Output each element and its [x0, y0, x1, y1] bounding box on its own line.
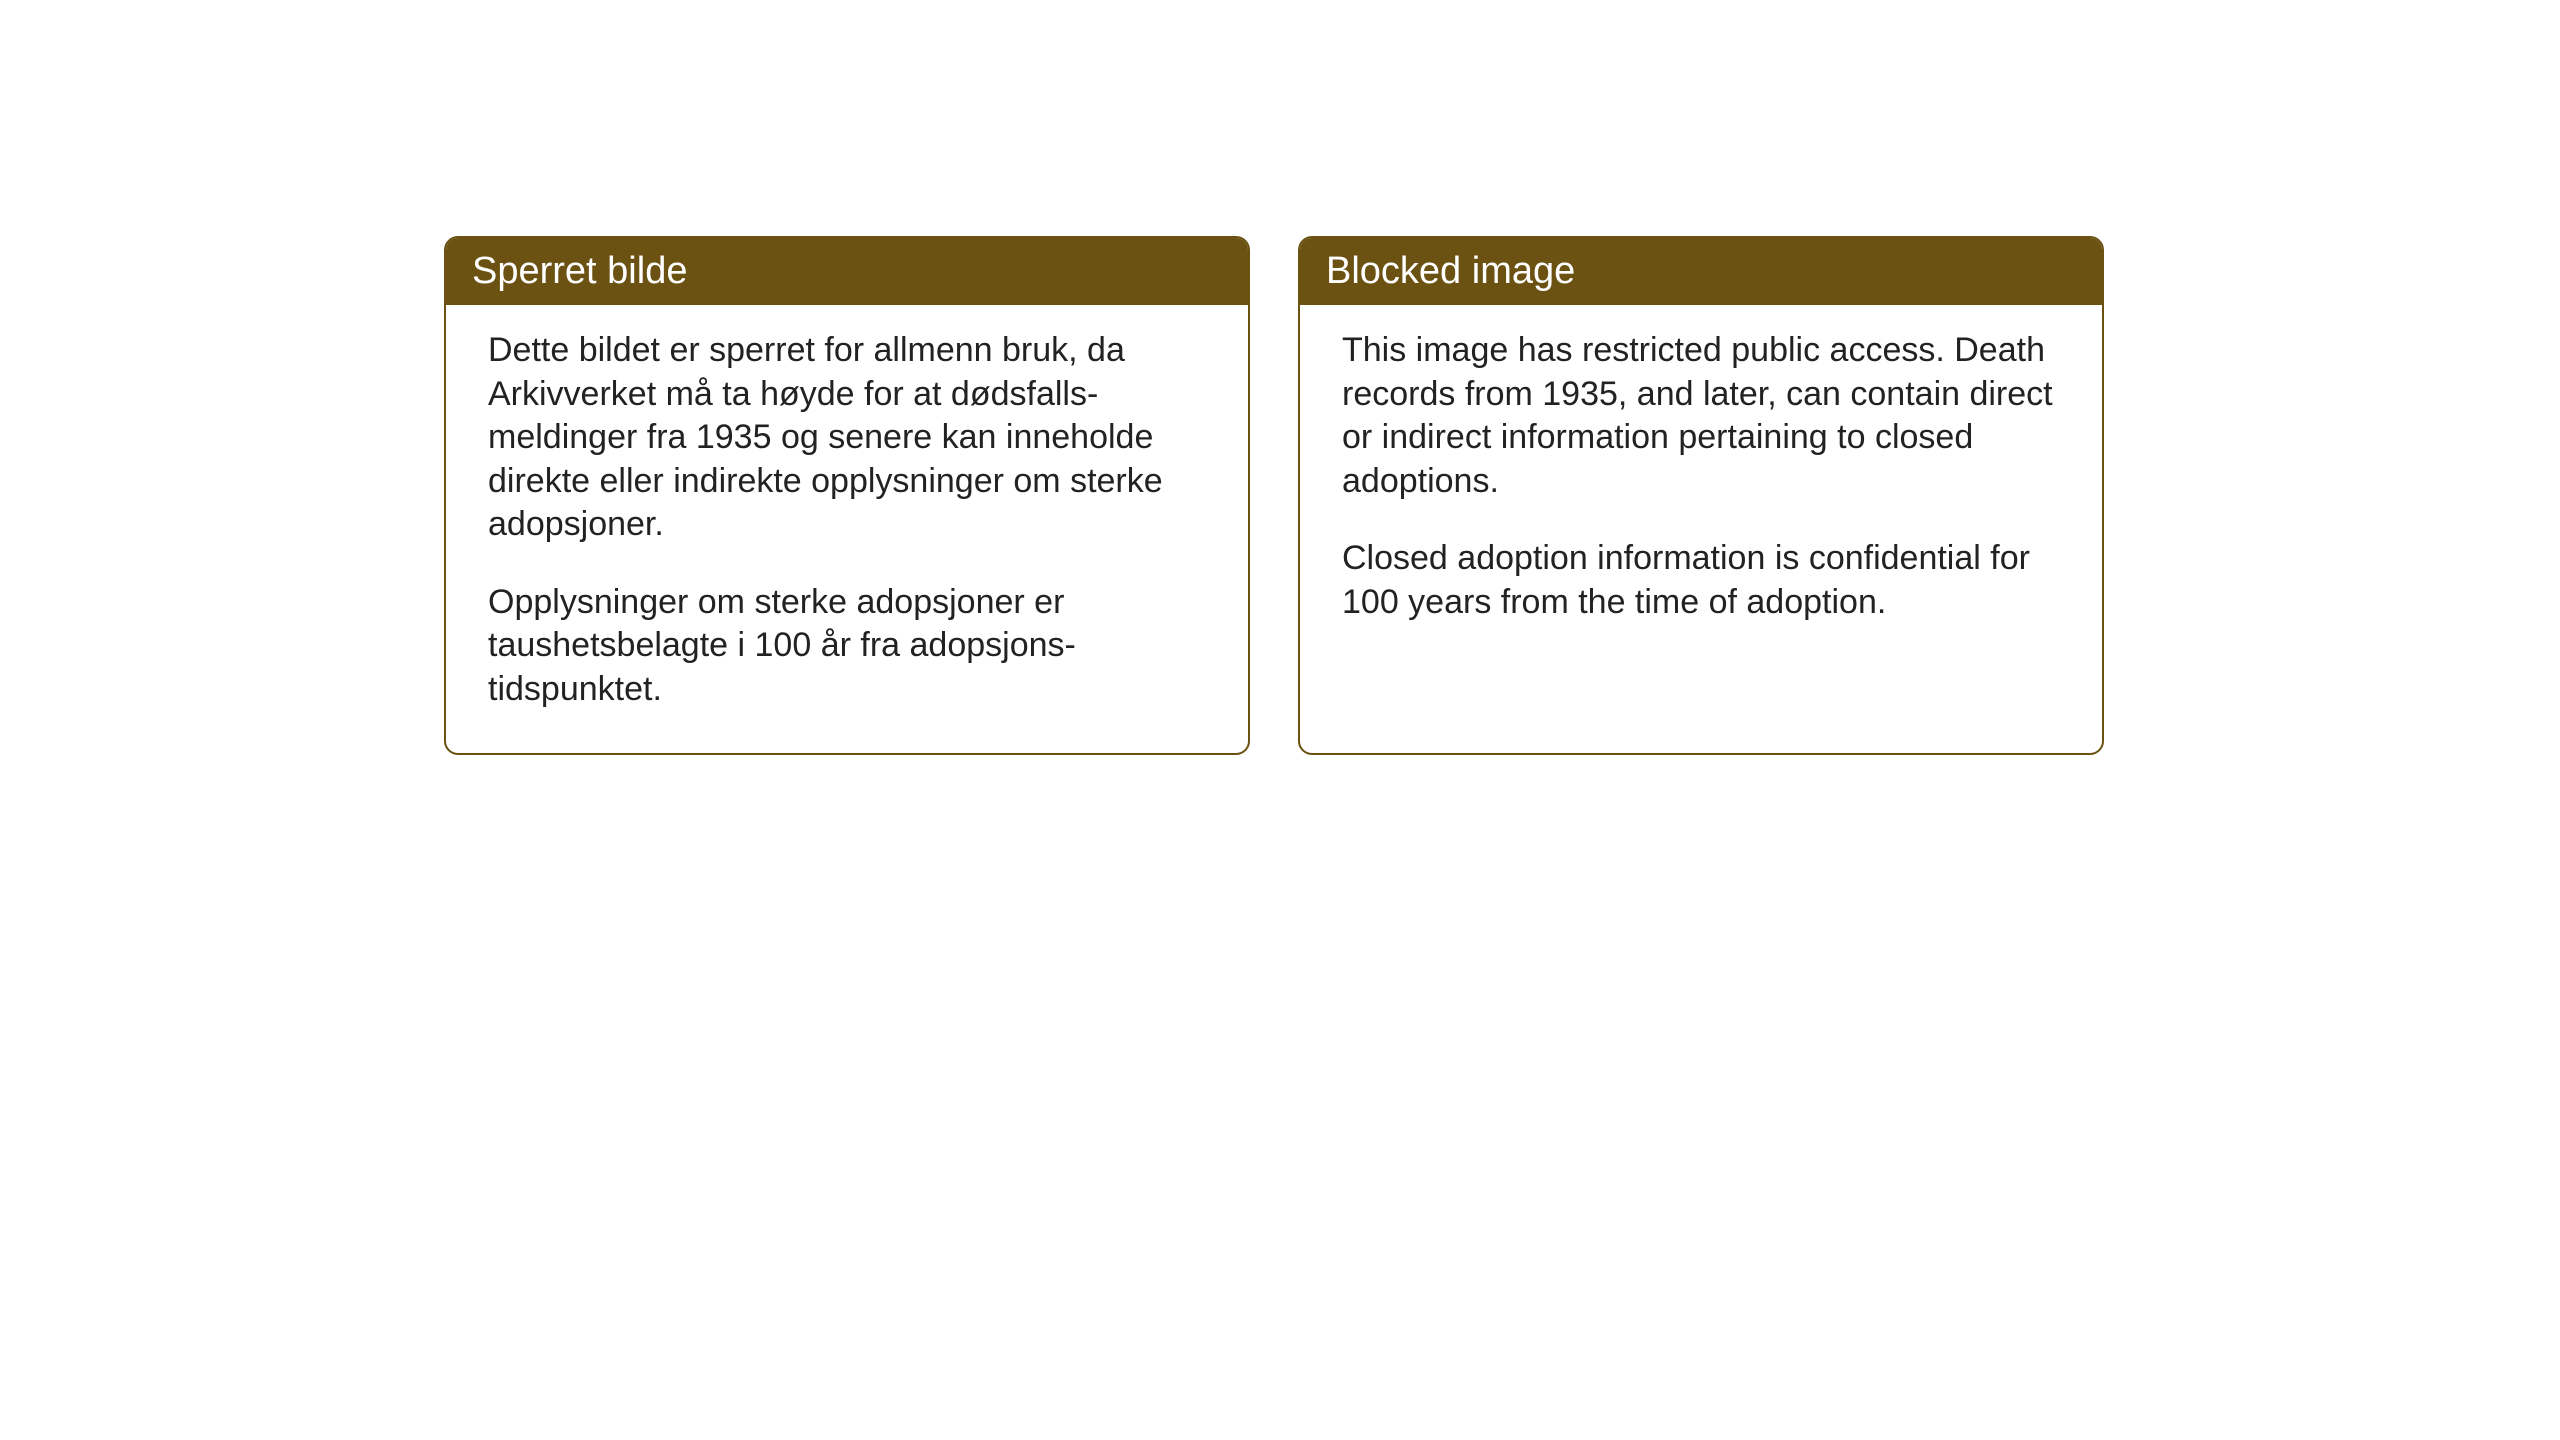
english-card-title: Blocked image	[1326, 250, 1575, 292]
norwegian-card-header: Sperret bilde	[446, 238, 1248, 305]
cards-container: Sperret bilde Dette bildet er sperret fo…	[0, 0, 2560, 755]
norwegian-card: Sperret bilde Dette bildet er sperret fo…	[444, 236, 1250, 755]
norwegian-card-title: Sperret bilde	[472, 250, 687, 292]
english-card-body: This image has restricted public access.…	[1300, 305, 2102, 666]
norwegian-paragraph-2: Opplysninger om sterke adopsjoner er tau…	[488, 581, 1206, 712]
norwegian-paragraph-1: Dette bildet er sperret for allmenn bruk…	[488, 329, 1206, 547]
english-paragraph-1: This image has restricted public access.…	[1342, 329, 2060, 503]
english-paragraph-2: Closed adoption information is confident…	[1342, 537, 2060, 624]
norwegian-card-body: Dette bildet er sperret for allmenn bruk…	[446, 305, 1248, 753]
english-card: Blocked image This image has restricted …	[1298, 236, 2104, 755]
english-card-header: Blocked image	[1300, 238, 2102, 305]
